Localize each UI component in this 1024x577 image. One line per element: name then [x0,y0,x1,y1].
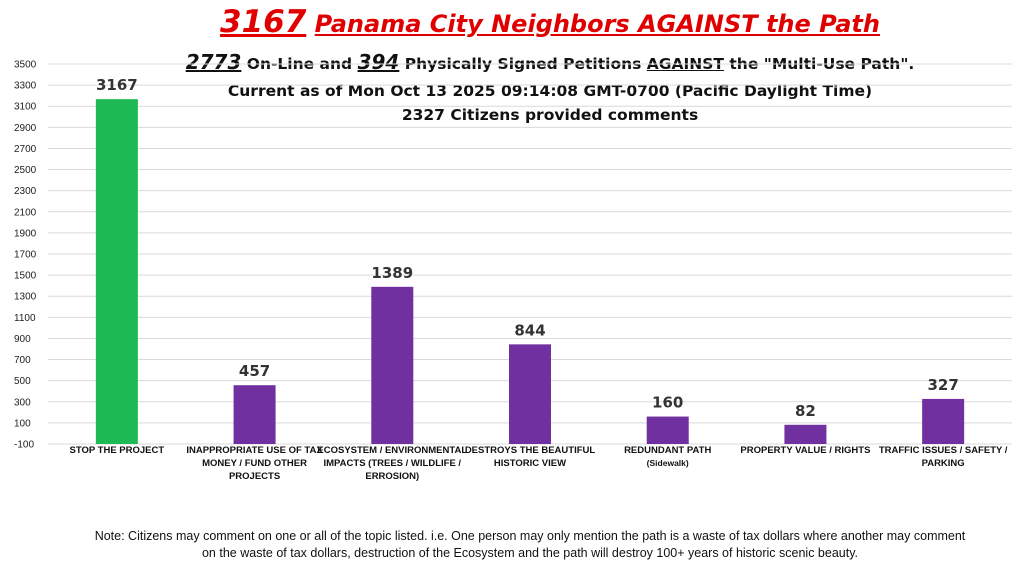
footnote-line-2: on the waste of tax dollars, destruction… [201,546,859,560]
x-tick-label: DESTROYS THE BEAUTIFUL HISTORIC VIEW [455,444,605,470]
y-tick-label: 900 [14,334,31,345]
x-tick-label: ECOSYSTEM / ENVIRONMENTAL IMPACTS (TREES… [317,444,467,483]
x-tick-label-text: REDUNDANT PATH [624,445,712,456]
y-tick-label: 2100 [14,207,37,218]
bar [646,416,689,444]
x-tick-label-text: TRAFFIC ISSUES / SAFETY / PARKING [878,445,1008,469]
y-tick-label: 2300 [14,186,37,197]
y-tick-label: 3300 [14,81,37,92]
title-text: Panama City Neighbors AGAINST the Path [314,10,880,38]
data-label: 160 [652,394,683,412]
y-tick-label: 100 [14,418,31,429]
bar [233,385,276,444]
data-label: 3167 [96,76,138,94]
y-tick-label: 300 [14,397,31,408]
online-count: 2773 [185,50,242,74]
data-label: 457 [239,362,270,380]
y-axis: -100 100 300 500 700 900 1100 1300 1500 1700 1900 2… [14,60,37,451]
x-tick-label: TRAFFIC ISSUES / SAFETY / PARKING [868,444,1018,470]
data-label: 327 [927,376,958,394]
footnote-line-1: Note: Citizens may comment on one or all… [94,529,966,543]
bar [922,398,965,444]
footnote: Note: Citizens may comment on one or all… [0,528,1024,562]
title-count: 3167 [220,4,307,40]
data-labels: 3167 457 1389 844 160 82 327 [96,76,959,420]
y-tick-label: 3500 [14,60,37,71]
chart-title: 3167 Panama City Neighbors AGAINST the P… [0,4,1024,40]
bar [784,424,827,444]
data-label: 82 [795,402,816,420]
y-tick-label: 3100 [14,102,37,113]
y-tick-label: 1300 [14,292,37,303]
x-tick-label-note: (Sidewalk) [646,458,689,468]
y-tick-label: 1500 [14,271,37,282]
physical-count: 394 [357,50,400,74]
x-tick-label-text: STOP THE PROJECT [69,445,165,456]
y-tick-label: 1100 [14,313,36,324]
data-label: 1389 [371,264,413,282]
subtitle-timestamp: Current as of Mon Oct 13 2025 09:14:08 G… [227,82,873,100]
y-tick-label: 700 [14,355,31,366]
bar [509,344,551,444]
x-tick-label-text: DESTROYS THE BEAUTIFUL HISTORIC VIEW [464,445,596,469]
y-tick-label: 2700 [14,144,37,155]
y-tick-label: 1900 [14,228,37,239]
x-tick-label-text: ECOSYSTEM / ENVIRONMENTAL IMPACTS (TREES… [317,445,468,482]
y-tick-label: -100 [14,440,34,451]
y-tick-label: 2900 [14,123,37,134]
x-tick-label: STOP THE PROJECT [42,444,192,457]
bar [371,286,414,444]
x-tick-label: PROPERTY VALUE / RIGHTS [730,444,880,457]
x-tick-label: INAPPROPRIATE USE OF TAX MONEY / FUND OT… [180,444,330,483]
x-tick-label-text: INAPPROPRIATE USE OF TAX MONEY / FUND OT… [186,445,323,482]
data-label: 844 [514,321,545,339]
y-tick-label: 1700 [14,250,37,261]
subtitle-comments: 2327 Citizens provided comments [401,106,699,124]
y-tick-label: 500 [14,376,31,387]
x-tick-label: REDUNDANT PATH (Sidewalk) [593,444,743,470]
x-tick-label-text: PROPERTY VALUE / RIGHTS [740,445,871,456]
bar [95,99,138,445]
bars [95,99,965,445]
y-tick-label: 2500 [14,165,37,176]
